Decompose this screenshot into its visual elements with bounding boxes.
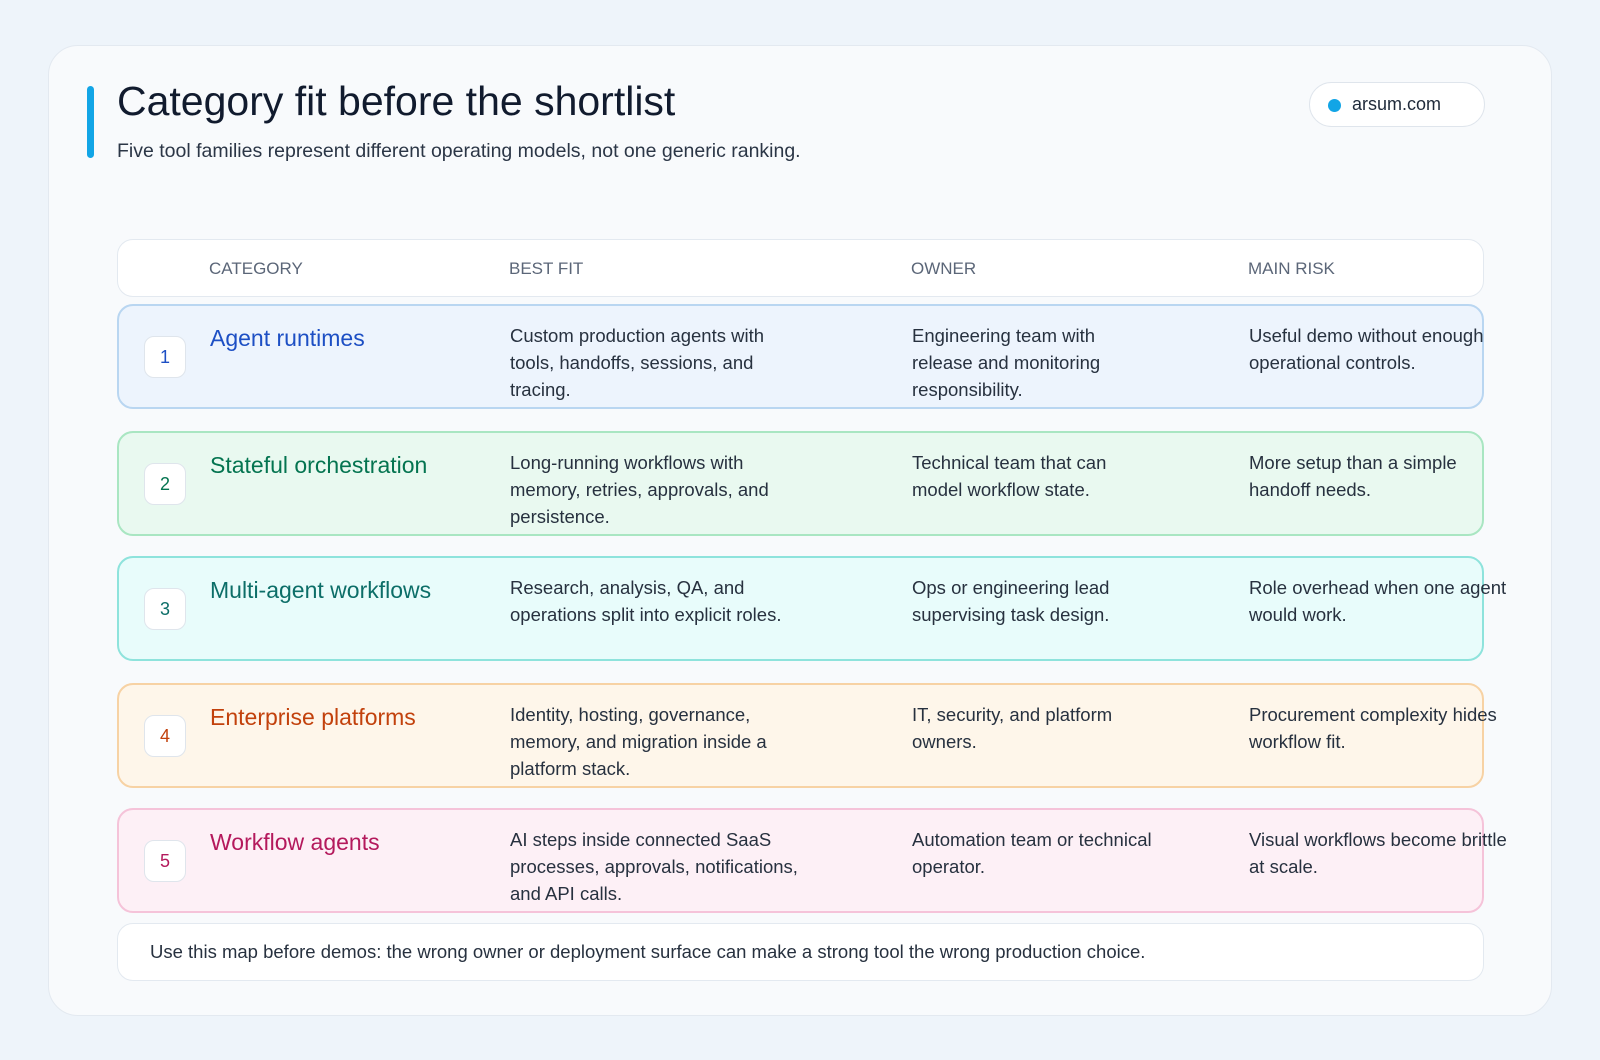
column-header: BEST FIT: [509, 259, 584, 278]
source-badge: arsum.com: [1309, 82, 1485, 127]
subtitle: Five tool families represent different o…: [117, 140, 801, 162]
category-name: Multi-agent workflows: [210, 577, 432, 603]
owner: Engineering team with release and monito…: [912, 325, 1101, 400]
best-fit: Custom production agents with tools, han…: [510, 325, 764, 400]
main-risk: Useful demo without enough operational c…: [1249, 325, 1484, 373]
best-fit: Identity, hosting, governance, memory, a…: [510, 704, 767, 779]
best-fit: Long-running workflows with memory, retr…: [510, 452, 769, 527]
main-risk: Role overhead when one agent would work.: [1249, 577, 1507, 625]
row-number: 1: [144, 336, 186, 378]
category-name: Stateful orchestration: [210, 452, 428, 478]
best-fit: AI steps inside connected SaaS processes…: [510, 829, 798, 904]
table-row: 1 Agent runtimes Custom production agents …: [117, 304, 1484, 409]
column-header: CATEGORY: [209, 259, 303, 278]
main-risk: Procurement complexity hides workflow fi…: [1249, 704, 1497, 752]
column-header: OWNER: [911, 259, 977, 278]
table-row: 4 Enterprise platforms Identity, hosting, …: [117, 683, 1497, 788]
owner: IT, security, and platform owners.: [912, 704, 1113, 752]
table-row: 5 Workflow agents AI steps inside connecte…: [117, 808, 1507, 913]
owner: Technical team that can model workflow s…: [912, 452, 1107, 500]
title: Category fit before the shortlist: [117, 78, 676, 124]
card: Category fit before the shortlist Five t…: [48, 45, 1552, 1016]
row-number: 3: [144, 588, 186, 630]
owner: Ops or engineering lead supervising task…: [912, 577, 1110, 625]
best-fit: Research, analysis, QA, and operations s…: [510, 577, 782, 625]
category-name: Agent runtimes: [210, 325, 365, 351]
table-header: CATEGORY BEST FIT OWNER MAIN RISK: [117, 239, 1484, 297]
main-risk: More setup than a simple handoff needs.: [1249, 452, 1457, 500]
column-header: MAIN RISK: [1248, 259, 1335, 278]
row-number: 4: [144, 715, 186, 757]
category-name: Enterprise platforms: [210, 704, 416, 730]
category-name: Workflow agents: [210, 829, 380, 855]
row-number: 2: [144, 463, 186, 505]
row-number: 5: [144, 840, 186, 882]
table-row: 2 Stateful orchestration Long-running work…: [117, 431, 1484, 536]
table-row: 3 Multi-agent workflows Research, analysis…: [117, 556, 1506, 661]
main-risk: Visual workflows become brittle at scale…: [1249, 829, 1507, 877]
accent-bar: [87, 86, 94, 158]
owner: Automation team or technical operator.: [912, 829, 1152, 877]
footer-note: Use this map before demos: the wrong own…: [117, 923, 1484, 981]
